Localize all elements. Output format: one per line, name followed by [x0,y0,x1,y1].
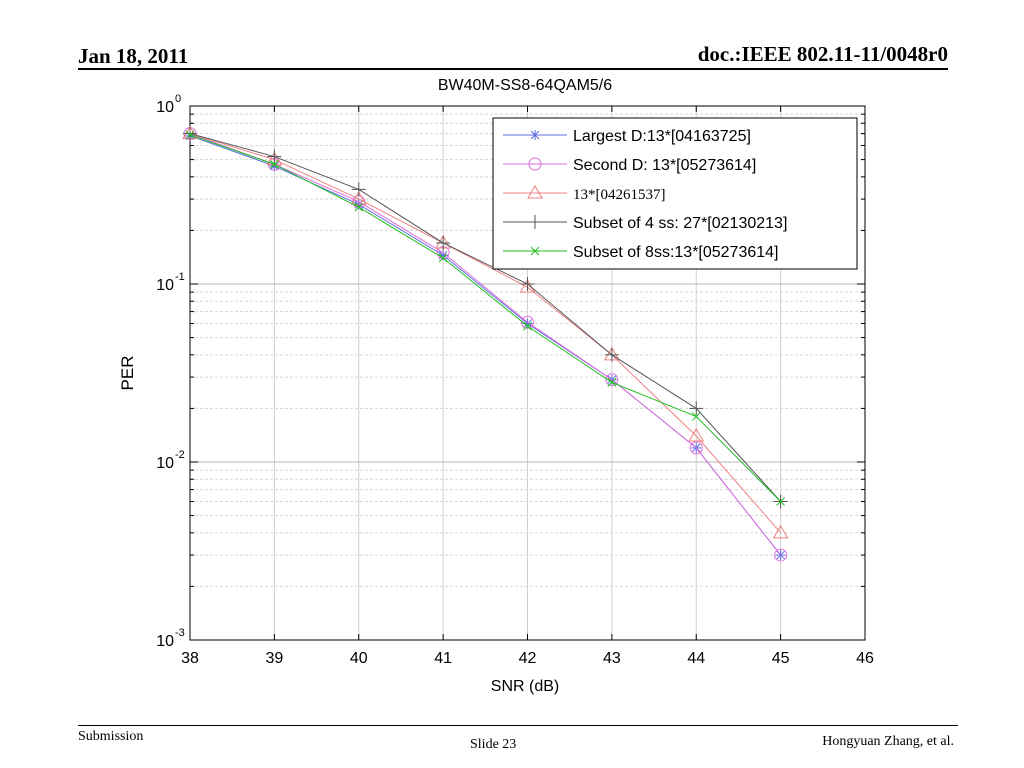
data-point [183,126,197,141]
legend-label: 13*[04261537] [573,187,666,203]
legend-label: Subset of 4 ss: 27*[02130213] [573,215,787,232]
legend-entry: Largest D:13*[04163725] [503,128,751,145]
y-tick-label: 10 0 [156,93,181,116]
y-tick-base: 10 [156,455,174,472]
x-tick-label: 38 [181,650,199,667]
header-rule [78,68,948,70]
legend-marker [528,157,542,171]
data-point [350,191,367,205]
x-tick-label: 43 [603,650,621,667]
x-tick-label: 39 [265,650,283,667]
data-point [691,412,701,421]
series-line [189,133,782,556]
x-tick-label: 46 [856,650,874,667]
y-tick-base: 10 [156,277,174,294]
y-tick-exponent: -2 [175,449,185,461]
legend-label: Second D: 13*[05273614] [573,157,756,174]
data-point [605,373,619,387]
x-tick-label: 40 [350,650,368,667]
series-line [189,134,781,502]
legend-marker [528,215,542,229]
data-point [772,524,789,539]
data-point [438,253,448,263]
y-tick-label: 10 -1 [156,271,185,294]
data-point [354,202,364,212]
y-tick-exponent: -3 [175,627,185,639]
y-tick-label: 10 -2 [156,449,185,472]
y-tick-label: 10 -3 [156,627,185,650]
legend-marker [530,246,540,256]
legend-marker [527,185,543,199]
footer-rule [78,725,958,726]
data-point [688,427,705,442]
data-point [774,548,788,562]
x-tick-label: 42 [519,650,537,667]
data-point [520,277,535,291]
x-tick-label: 41 [434,650,452,667]
legend-label: Largest D:13*[04163725] [573,128,751,145]
plot-frame [189,105,866,641]
data-point [267,149,282,164]
chart-title: BW40M-SS8-64QAM5/6 [438,77,612,94]
series-4 [183,126,788,509]
legend: Largest D:13*[04163725] Second D: 13*[052… [492,117,858,270]
x-tick-label: 45 [772,650,790,667]
legend-label: Subset of 8ss:13*[05273614] [573,244,779,261]
data-point [607,378,617,387]
data-point [776,497,785,506]
data-point [521,315,534,329]
data-point [604,347,619,362]
x-tick-label: 44 [687,650,705,667]
series-line [189,133,781,502]
y-tick-base: 10 [156,99,174,116]
series-5 [185,130,785,506]
y-tick-exponent: -1 [175,271,185,283]
footer-submission: Submission [78,729,144,744]
header-date: Jan 18, 2011 [78,44,189,68]
legend-entry: Subset of 8ss:13*[05273614] [503,244,779,261]
data-point [185,130,195,140]
footer-slide-number: Slide 23 [470,737,517,752]
data-point [523,321,532,331]
y-tick-exponent: 0 [175,93,181,105]
legend-entry: 13*[04261537] [503,185,666,203]
data-point [689,441,703,455]
x-axis-label: SNR (dB) [491,678,559,695]
data-point [689,401,704,416]
y-axis-label: PER [118,356,137,391]
legend-marker [530,130,540,140]
legend-entry: Second D: 13*[05273614] [503,157,756,174]
series-line [189,133,782,534]
series [182,125,789,562]
data-point [351,182,366,197]
footer-authors: Hongyuan Zhang, et al. [822,734,954,749]
data-point [436,235,451,250]
y-tick-base: 10 [156,633,174,650]
data-point [519,279,536,293]
data-point [270,160,279,169]
legend-entry: Subset of 4 ss: 27*[02130213] [503,215,787,232]
header-doc-id: doc.:IEEE 802.11-11/0048r0 [697,42,948,66]
